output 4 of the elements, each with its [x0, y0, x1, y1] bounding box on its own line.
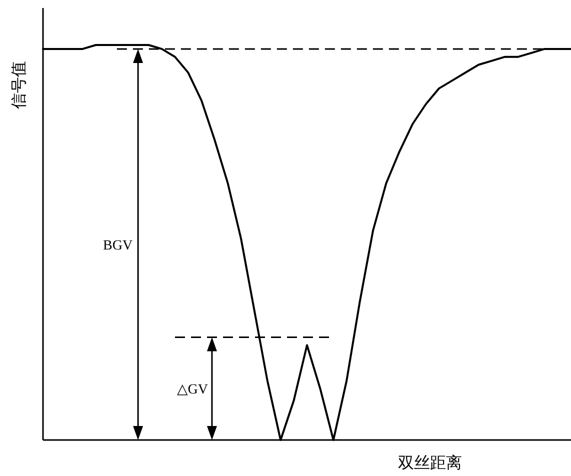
y-axis-title: 信号值	[11, 61, 28, 109]
x-axis-title: 双丝距离	[398, 454, 462, 472]
annotation: △GV	[176, 382, 208, 398]
annotation: BGV	[103, 238, 133, 254]
